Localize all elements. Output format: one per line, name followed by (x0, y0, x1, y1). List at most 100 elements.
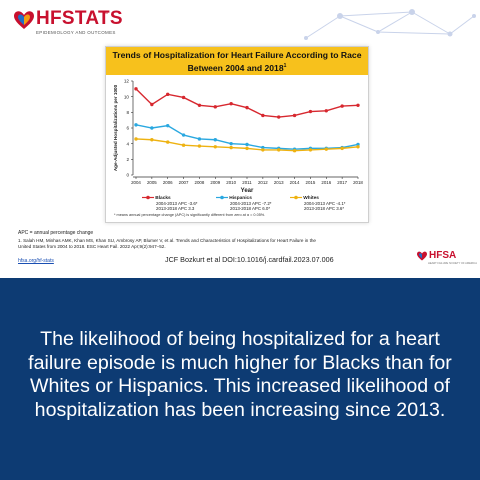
data-point-blacks (213, 105, 217, 109)
x-tick-label: 2017 (337, 180, 347, 185)
data-point-whites (245, 146, 249, 151)
data-point-hispanics (261, 145, 265, 150)
legend-swatch-blacks (142, 196, 154, 200)
data-point-whites (261, 148, 265, 152)
brand-subtitle: EPIDEMIOLOGY AND OUTCOMES (36, 30, 116, 35)
data-point-blacks (197, 103, 202, 107)
data-point-whites (229, 145, 233, 150)
data-point-hispanics (356, 142, 360, 147)
x-tick-label: 2015 (306, 180, 316, 185)
key-message: The likelihood of being hospitalized for… (28, 328, 452, 421)
data-point-blacks (308, 109, 313, 114)
data-point-blacks (166, 92, 170, 97)
hf-stats-link[interactable]: hfsa.org/hf-stats (18, 258, 54, 264)
legend-label-hispanics: Hispanics (229, 196, 252, 201)
data-point-blacks (245, 105, 249, 110)
chart-title-line2: Between 2004 and 2018 (187, 62, 284, 73)
chart-card: Trends of Hospitalization for Heart Fail… (105, 46, 369, 223)
data-point-blacks (181, 95, 186, 100)
x-tick-label: 2012 (258, 180, 268, 185)
chart-footnote: * means annual percentage change (APC) i… (114, 213, 266, 217)
legend-label-whites: Whites (303, 196, 319, 201)
y-tick-label: 4 (126, 141, 129, 146)
data-point-whites (356, 145, 360, 149)
message-banner (0, 278, 480, 480)
data-point-blacks (324, 109, 328, 113)
x-tick-label: 2008 (195, 180, 205, 185)
brand-trademark: TM (102, 10, 108, 15)
data-point-hispanics (181, 133, 186, 137)
data-point-whites (213, 145, 217, 149)
x-tick-label: 2010 (226, 180, 236, 185)
data-point-whites (181, 143, 186, 147)
data-point-blacks (292, 113, 297, 118)
y-axis-label-group: Age-Adjusted Hospitalizations per 1000 (113, 84, 118, 171)
data-point-blacks (134, 87, 138, 91)
y-tick-label: 2 (126, 157, 129, 162)
data-point-hispanics (166, 123, 170, 128)
data-point-blacks (150, 102, 154, 107)
legend-apc1-blacks: 2004-2013 APC -3.6* (156, 201, 198, 207)
hfsa-heart-logo-icon (417, 251, 427, 261)
legend-whites: Whites 2004-2013 APC -4.1* 2013-2018 APC… (290, 195, 346, 212)
data-point-hispanics (150, 126, 154, 130)
data-point-hispanics (134, 123, 138, 127)
line-chart: Age-Adjusted Hospitalizations per 1000 0… (113, 79, 364, 194)
data-point-whites (150, 138, 154, 142)
x-tick-label: 2018 (353, 180, 363, 185)
data-point-hispanics (245, 142, 249, 147)
chart-axes: 0 2 4 6 8 10 12 2004 2005 2006 2007 2008 2009 2010 201… (124, 79, 364, 185)
data-point-blacks (261, 113, 265, 118)
hfsa-name: HFSA (429, 250, 457, 261)
data-point-whites (277, 148, 281, 152)
legend-apc2-whites: 2013-2018 APC 3.6* (304, 206, 345, 212)
legend-swatch-hispanics (216, 196, 228, 200)
hfstats-brand[interactable]: HFSTATS TM EPIDEMIOLOGY AND OUTCOMES (12, 8, 123, 37)
x-axis-label: Year (241, 188, 254, 194)
legend-label-blacks: Blacks (155, 196, 171, 201)
chart-series (134, 87, 360, 153)
x-tick-label: 2016 (321, 180, 331, 185)
data-point-hispanics (213, 138, 217, 142)
y-tick-label: 8 (126, 110, 129, 115)
legend-apc1-whites: 2004-2013 APC -4.1* (304, 201, 346, 207)
data-point-blacks (277, 115, 281, 119)
brand-name: HFSTATS (36, 8, 123, 29)
reference-citation: 1. Salah HM, Minhas AMK, Khan MS, Khan S… (18, 238, 316, 249)
doi-citation: JCF Bozkurt et al DOI:10.1016/j.cardfail… (165, 255, 334, 264)
y-tick-label: 10 (124, 94, 130, 99)
hfsa-subtitle: HEART FAILURE SOCIETY OF AMERICA (428, 262, 478, 265)
x-tick-label: 2011 (242, 180, 252, 185)
data-point-blacks (340, 104, 344, 108)
chart-title-line1: Trends of Hospitalization for Heart Fail… (112, 50, 362, 60)
legend-apc2-hispanics: 2013-2018 APC 6.0* (230, 206, 271, 212)
y-tick-label: 12 (124, 79, 130, 84)
chart-title-superscript: 1 (283, 63, 287, 69)
network-graphic-icon (304, 9, 476, 40)
x-tick-label: 2007 (179, 180, 189, 185)
x-tick-label: 2013 (274, 180, 284, 185)
x-tick-label: 2004 (131, 180, 141, 185)
y-tick-label: 6 (126, 126, 129, 131)
chart-title: Trends of Hospitalization for Heart Fail… (106, 47, 368, 75)
apc-definition: APC = annual percentage change (18, 230, 94, 236)
y-axis-label: Age-Adjusted Hospitalizations per 1000 (113, 84, 118, 171)
data-point-whites (197, 144, 202, 148)
x-tick-label: 2006 (163, 180, 173, 185)
data-point-hispanics (197, 137, 202, 141)
data-point-whites (134, 137, 138, 141)
legend-apc2-blacks: 2013-2018 APC 3.3 (156, 206, 195, 212)
legend-blacks: Blacks 2004-2013 APC -3.6* 2013-2018 APC… (142, 195, 198, 212)
x-tick-label: 2009 (210, 180, 220, 185)
x-tick-label: 2005 (147, 180, 157, 185)
legend-apc1-hispanics: 2004-2013 APC -7.2* (230, 201, 272, 207)
hfstats-logo-icon (14, 11, 34, 30)
data-point-whites (166, 140, 170, 144)
legend-swatch-whites (290, 196, 302, 200)
y-tick-label: 0 (126, 173, 129, 178)
data-point-whites (324, 147, 328, 151)
data-point-whites (340, 146, 344, 151)
x-tick-label: 2014 (290, 180, 300, 185)
data-point-blacks (356, 103, 360, 107)
series-line-blacks (135, 88, 359, 118)
